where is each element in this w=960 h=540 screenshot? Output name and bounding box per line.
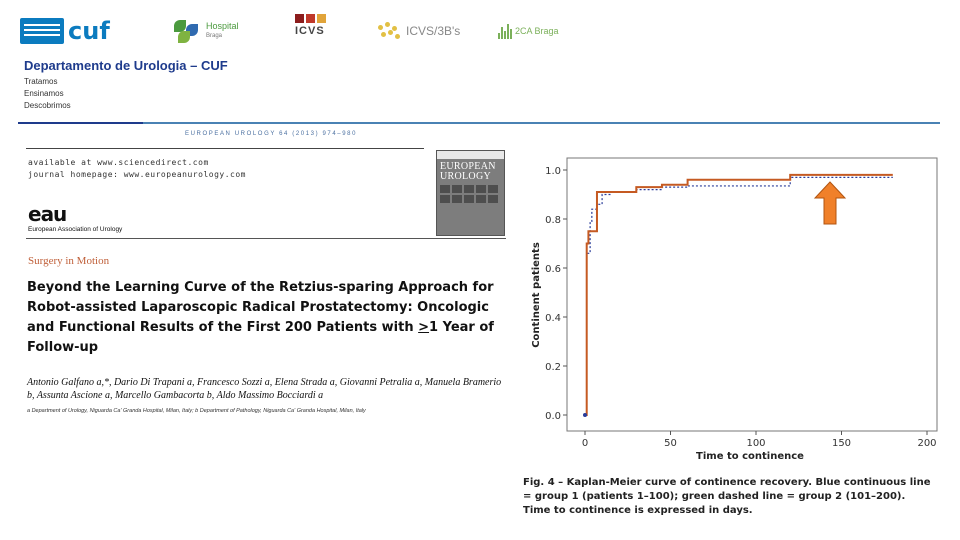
x-tick-label: 0	[582, 438, 588, 449]
hospital-braga-logo: Hospital Braga	[172, 14, 239, 48]
tagline-teach: Ensinamos	[24, 89, 64, 98]
hospital-logo-sub: Braga	[206, 33, 223, 39]
x-tick-label: 200	[917, 438, 936, 449]
y-tick-label: 0.0	[545, 411, 561, 422]
header-divider	[18, 122, 940, 124]
tagline-discover: Descobrimos	[24, 101, 71, 110]
dots-icon	[376, 21, 402, 41]
cover-thumbnails	[437, 182, 504, 206]
icvs-logo-text: ICVS	[295, 25, 325, 37]
cuf-logo: cuf	[20, 14, 110, 48]
journal-header: EUROPEAN UROLOGY 64 (2013) 974–980	[185, 131, 358, 137]
journal-homepage-text: journal homepage: www.europeanurology.co…	[28, 170, 246, 179]
y-axis-label: Continent patients	[531, 242, 542, 348]
origin-point	[583, 413, 587, 417]
department-title: Departamento de Urologia – CUF	[24, 58, 228, 73]
bars-icon	[498, 23, 512, 39]
eau-name: European Association of Urology	[28, 226, 123, 233]
article-affiliations: a Department of Urology, Niguarda Ca' Gr…	[27, 408, 366, 414]
y-tick-label: 1.0	[545, 166, 561, 177]
cuf-logo-text: cuf	[68, 17, 110, 45]
leaf-icon	[172, 18, 202, 44]
cover-title: EUROPEAN UROLOGY	[440, 161, 496, 182]
article-title-part2: 1 Year of Follow-up	[27, 320, 494, 355]
kaplan-meier-chart: 0.0 0.2 0.4 0.6 0.8 1.0 0 50 100 150 200 Continen…	[531, 157, 938, 462]
article-title-part1: Beyond the Learning Curve of the Retzius…	[27, 280, 494, 335]
header-divider-accent	[18, 122, 143, 124]
section-label: Surgery in Motion	[28, 255, 110, 267]
series-group-2-line	[585, 173, 893, 416]
y-tick-label: 0.2	[545, 362, 561, 373]
icvs-3bs-logo: ICVS/3B's	[376, 14, 460, 48]
article-authors: Antonio Galfano a,*, Dario Di Trapani a,…	[27, 377, 502, 401]
x-tick-label: 100	[746, 438, 765, 449]
up-arrow-annotation	[813, 181, 847, 225]
tagline-treat: Tratamos	[24, 77, 58, 86]
plot-frame	[566, 157, 938, 432]
cuf-mark-icon	[20, 18, 64, 44]
available-at-text: available at www.sciencedirect.com	[28, 158, 209, 167]
journal-cover-image: EUROPEAN UROLOGY	[436, 150, 505, 236]
figure-caption: Fig. 4 – Kaplan-Meier curve of continenc…	[523, 477, 931, 516]
icvs-3bs-logo-text: ICVS/3B's	[406, 23, 461, 38]
hospital-logo-text: Hospital	[206, 21, 239, 31]
icvs-mark-icon	[295, 14, 326, 23]
y-tick-label: 0.6	[545, 264, 561, 275]
article-divider	[26, 148, 424, 149]
x-tick-label: 50	[664, 438, 677, 449]
2ca-braga-logo: 2CA Braga	[498, 14, 559, 48]
2ca-logo-text: 2CA Braga	[515, 26, 559, 36]
y-tick-label: 0.4	[545, 313, 561, 324]
icvs-logo: ICVS	[295, 14, 326, 48]
y-tick-label: 0.8	[545, 215, 561, 226]
x-tick-label: 150	[832, 438, 851, 449]
article-title: Beyond the Learning Curve of the Retzius…	[27, 278, 507, 358]
article-title-gte: >	[418, 320, 430, 335]
x-axis-label: Time to continence	[696, 451, 804, 462]
eau-logo: eau	[28, 202, 67, 226]
eau-divider	[26, 238, 506, 239]
